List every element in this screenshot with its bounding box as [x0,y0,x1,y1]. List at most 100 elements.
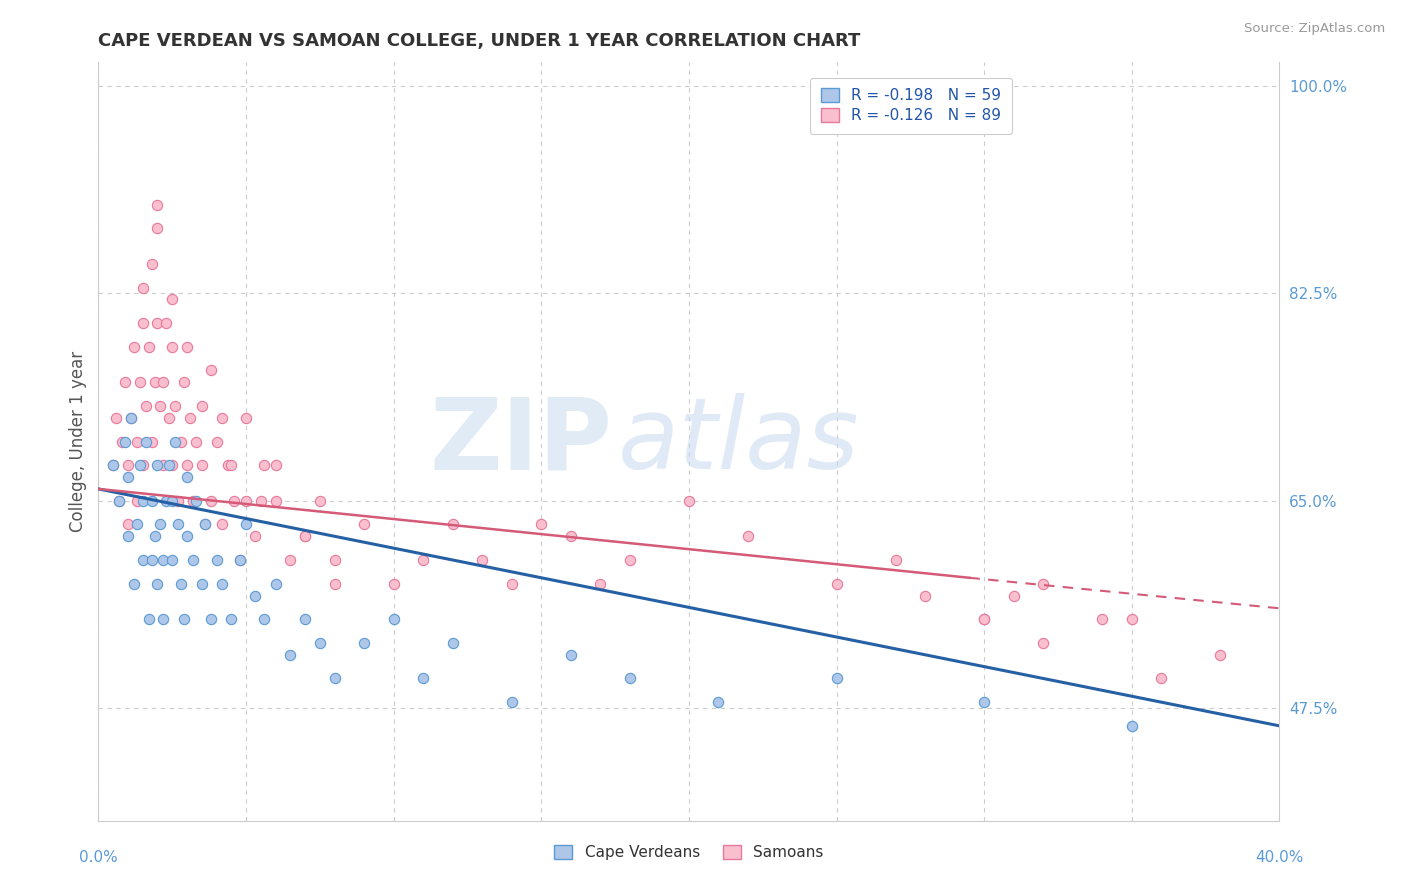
Point [1091,612,1114,626]
Point [294,529,316,543]
Point [191,576,214,591]
Point [179,410,201,425]
Point [501,695,523,709]
Point [441,636,464,650]
Point [253,458,276,473]
Point [253,612,276,626]
Point [884,553,907,567]
Point [235,410,257,425]
Point [122,340,145,354]
Point [176,340,198,354]
Point [235,493,257,508]
Point [149,399,172,413]
Point [294,529,316,543]
Point [167,493,190,508]
Point [152,553,174,567]
Point [152,458,174,473]
Point [149,517,172,532]
Point [1150,672,1173,686]
Point [382,576,405,591]
Point [211,517,233,532]
Text: Source: ZipAtlas.com: Source: ZipAtlas.com [1244,22,1385,36]
Point [229,553,252,567]
Point [264,458,287,473]
Point [1121,719,1143,733]
Point [264,576,287,591]
Point [224,493,246,508]
Point [152,376,174,390]
Point [138,340,160,354]
Point [250,493,273,508]
Point [132,316,155,330]
Legend: Cape Verdeans, Samoans: Cape Verdeans, Samoans [548,838,830,866]
Point [200,612,222,626]
Point [114,434,136,449]
Point [162,553,183,567]
Point [128,458,150,473]
Point [205,434,228,449]
Point [412,553,434,567]
Point [194,517,217,532]
Point [117,470,139,484]
Point [108,493,131,508]
Point [128,376,150,390]
Point [560,648,582,662]
Point [825,672,848,686]
Point [229,553,252,567]
Point [117,458,139,473]
Point [737,529,759,543]
Point [323,576,346,591]
Point [707,695,730,709]
Point [412,672,434,686]
Point [162,493,183,508]
Point [125,517,148,532]
Point [221,612,243,626]
Point [973,612,995,626]
Point [589,576,612,591]
Point [181,553,204,567]
Point [170,434,193,449]
Point [176,470,198,484]
Point [143,376,166,390]
Point [382,612,405,626]
Point [165,399,187,413]
Point [103,458,125,473]
Point [619,553,641,567]
Point [155,493,177,508]
Point [191,458,214,473]
Point [143,529,166,543]
Point [108,493,131,508]
Point [211,410,233,425]
Point [125,493,148,508]
Point [120,410,142,425]
Point [280,553,302,567]
Point [914,589,936,603]
Point [471,553,494,567]
Text: atlas: atlas [619,393,859,490]
Point [1032,576,1054,591]
Point [105,410,128,425]
Point [825,576,848,591]
Point [353,517,375,532]
Point [235,517,257,532]
Point [138,612,160,626]
Point [176,529,198,543]
Point [294,612,316,626]
Point [170,576,193,591]
Point [1121,612,1143,626]
Point [146,458,169,473]
Point [120,410,142,425]
Point [211,576,233,591]
Point [141,434,163,449]
Y-axis label: College, Under 1 year: College, Under 1 year [69,351,87,533]
Point [167,517,190,532]
Point [194,517,217,532]
Point [280,648,302,662]
Point [117,529,139,543]
Point [162,340,183,354]
Point [264,493,287,508]
Point [1002,589,1025,603]
Point [309,493,332,508]
Point [157,458,180,473]
Point [1032,636,1054,650]
